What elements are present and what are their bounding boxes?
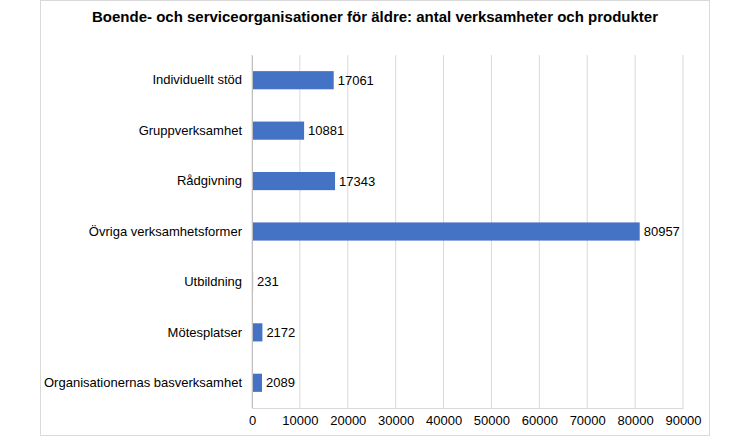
data-label: 17061 [338, 73, 374, 88]
y-axis: Individuellt stöd Gruppverksamhet Rådgivni… [44, 56, 253, 409]
y-tick: Mötesplatser [168, 325, 252, 340]
data-label: 80957 [644, 224, 680, 239]
y-tick-label: Rådgivning [177, 173, 242, 188]
y-tick: Övriga verksamhetsformer [89, 224, 252, 239]
chart: Boende- och serviceorganisationer för äl… [0, 0, 750, 436]
y-tick-label: Individuellt stöd [152, 72, 242, 87]
y-tick: Gruppverksamhet [139, 123, 252, 138]
x-tick: 50000 [474, 408, 510, 428]
grid-line [683, 55, 684, 408]
y-tick: Individuellt stöd [152, 72, 252, 87]
bar [252, 172, 335, 190]
y-tick-label: Mötesplatser [168, 325, 243, 340]
x-tick: 0 [249, 408, 256, 428]
x-tick: 60000 [522, 408, 558, 428]
chart-frame [41, 1, 710, 436]
x-tick: 40000 [426, 408, 462, 428]
y-axis-line [252, 56, 253, 409]
data-label: 10881 [308, 123, 344, 138]
grid-line [252, 55, 253, 408]
y-tick: Rådgivning [177, 173, 252, 188]
y-tick-label: Organisationernas basverksamhet [44, 375, 242, 390]
y-tick-label: Gruppverksamhet [139, 123, 243, 138]
bar [252, 71, 334, 89]
y-tick: Organisationernas basverksamhet [44, 375, 252, 390]
data-labels: 17061 10881 17343 80957 231 2172 2089 [257, 73, 680, 391]
x-axis: 0 10000 20000 30000 40000 50000 60000 70000 8000… [249, 408, 702, 428]
plot: 0 10000 20000 30000 40000 50000 60000 70000 8000… [44, 55, 702, 428]
data-label: 2172 [266, 325, 295, 340]
x-tick: 20000 [330, 408, 366, 428]
x-tick-label: 50000 [474, 413, 510, 428]
bar [252, 374, 262, 392]
x-tick-label: 20000 [330, 413, 366, 428]
x-tick: 90000 [665, 408, 701, 428]
y-tick: Utbildning [184, 274, 252, 289]
x-tick: 70000 [570, 408, 606, 428]
data-label: 231 [257, 274, 279, 289]
title: Boende- och serviceorganisationer för äl… [92, 8, 658, 25]
x-tick-label: 10000 [282, 413, 318, 428]
x-tick-label: 80000 [618, 413, 654, 428]
x-tick-label: 40000 [426, 413, 462, 428]
grid [252, 55, 683, 408]
x-tick-label: 60000 [522, 413, 558, 428]
bar [252, 222, 640, 240]
x-tick: 30000 [378, 408, 414, 428]
x-tick-label: 0 [249, 413, 256, 428]
x-tick-label: 90000 [665, 413, 701, 428]
y-tick-label: Utbildning [184, 274, 242, 289]
data-label: 17343 [339, 174, 375, 189]
x-tick: 80000 [618, 408, 654, 428]
bars [252, 71, 640, 392]
x-tick-label: 30000 [378, 413, 414, 428]
title-line: Boende- och serviceorganisationer för äl… [92, 8, 658, 25]
x-tick-label: 70000 [570, 413, 606, 428]
bar [252, 323, 262, 341]
data-label: 2089 [266, 375, 295, 390]
y-tick-label: Övriga verksamhetsformer [89, 224, 243, 239]
x-axis-line [253, 408, 684, 409]
x-tick: 10000 [282, 408, 318, 428]
bar [252, 122, 304, 140]
